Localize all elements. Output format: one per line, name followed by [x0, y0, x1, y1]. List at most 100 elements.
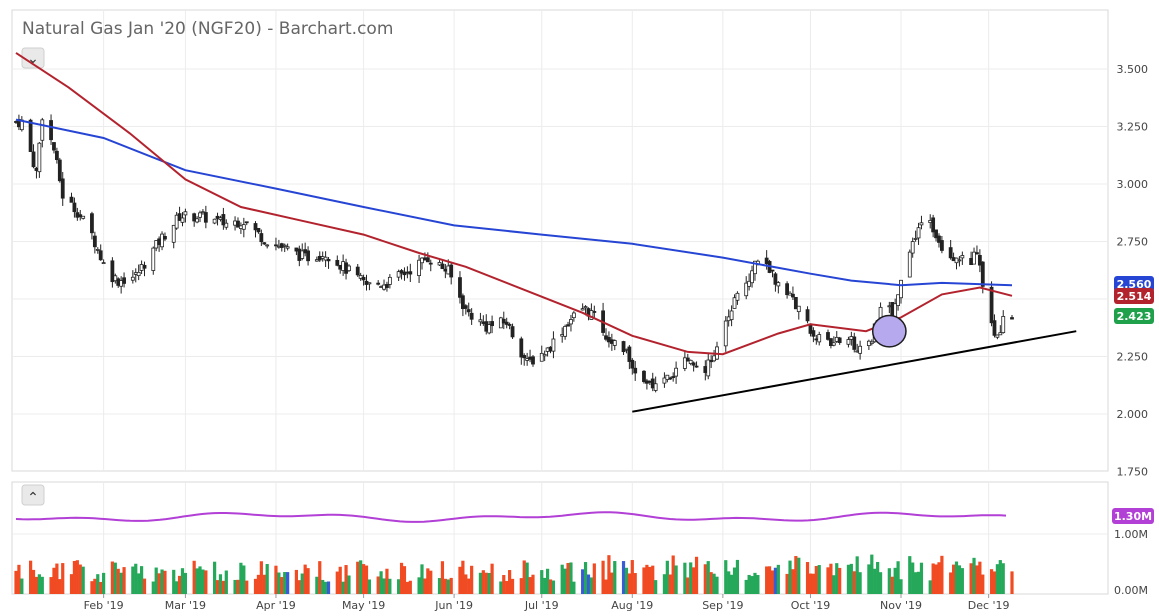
volume-bar [274, 565, 278, 594]
candle-body [420, 257, 424, 264]
volume-bar [995, 564, 999, 594]
volume-bar [1010, 571, 1014, 594]
highlight-ellipse [871, 314, 907, 348]
candle-body [326, 259, 331, 262]
volume-bar [154, 567, 158, 594]
volume-bar [81, 566, 85, 594]
candle-body [899, 279, 903, 299]
volume-bar [765, 566, 769, 594]
volume-bar [338, 566, 342, 594]
volume-bar [531, 574, 535, 594]
candle-body [957, 259, 962, 262]
volume-bar [467, 578, 471, 594]
volume-bar [20, 578, 24, 594]
volume-bar [899, 579, 903, 594]
volume-bar [239, 562, 243, 594]
volume-average-value: 1.30M [1114, 510, 1152, 523]
volume-bar [490, 563, 494, 594]
volume-bar [52, 567, 56, 594]
candle-body [764, 257, 769, 265]
volume-bar [651, 565, 655, 594]
candle-body [633, 367, 638, 374]
volume-bar [750, 576, 754, 594]
collapse-volume-panel-button[interactable]: ⌃ [21, 484, 45, 506]
candle-body [31, 151, 36, 168]
candle-body [417, 259, 421, 277]
candle-body [674, 367, 679, 377]
candle-body [361, 277, 366, 281]
volume-bar [224, 570, 228, 594]
candle-body [671, 376, 676, 378]
volume-bar [887, 568, 891, 594]
volume-bar [318, 561, 322, 594]
candle-body [972, 251, 976, 265]
candle-body [274, 244, 278, 247]
volume-bar [315, 576, 319, 594]
volume-bar [686, 577, 690, 594]
volume-bar [732, 567, 737, 594]
candle-body [563, 326, 568, 337]
volume-bar [545, 568, 550, 594]
candle-body [580, 308, 585, 311]
time-axis: Feb '19 Mar '19 Apr '19 May '19 Jun '19 Jul '… [84, 594, 1010, 612]
volume-bar [981, 574, 985, 594]
volume-bar [893, 567, 897, 594]
chevron-up-icon: ⌃ [27, 490, 39, 506]
candle-body [907, 251, 912, 278]
candle-body [60, 178, 65, 199]
candle-body [960, 255, 965, 259]
volume-bar [674, 565, 678, 594]
x-tick-label: Dec '19 [968, 599, 1010, 612]
volume-bar [992, 571, 997, 594]
candle-body [776, 282, 781, 287]
volume-bar [242, 565, 246, 594]
candle-body [630, 359, 635, 369]
candle-body [113, 275, 118, 282]
candle-body [682, 357, 687, 369]
candle-body [282, 244, 287, 247]
candle-body [490, 321, 494, 327]
volume-bar [283, 572, 287, 594]
volume-bar [969, 563, 973, 594]
candle-body [221, 214, 226, 226]
candle-body [858, 345, 863, 354]
volume-bar [221, 580, 225, 594]
volume-bar [989, 569, 994, 594]
candle-body [811, 330, 816, 337]
volume-bar [29, 560, 33, 594]
volume-bar [113, 562, 117, 594]
volume-bar [14, 570, 18, 594]
volume-bar [505, 580, 509, 594]
volume-bar [563, 568, 567, 594]
volume-bar [201, 569, 205, 594]
volume-bar [662, 574, 667, 594]
candle-body [198, 212, 202, 218]
volume-bar [157, 573, 161, 594]
volume-bar [794, 556, 798, 594]
candle-body [653, 383, 658, 391]
candle-body [110, 260, 115, 283]
volume-bar [949, 572, 953, 594]
volume-bar [385, 568, 389, 594]
volume-bar [487, 572, 491, 594]
volume-bar [356, 561, 360, 594]
candle-body [995, 334, 1000, 338]
volume-bar [849, 563, 853, 594]
volume-bar [49, 577, 53, 594]
volume-bar [890, 576, 894, 594]
volume-bar [876, 561, 880, 594]
y-tick-label: 1.750 [1117, 466, 1149, 479]
volume-bar [213, 561, 217, 594]
candle-body [78, 214, 83, 218]
volume-bar [142, 578, 147, 594]
candle-body [744, 282, 749, 297]
candle-body [130, 276, 135, 281]
volume-bar [294, 569, 298, 594]
volume-bar [569, 562, 573, 594]
volume-bar [75, 560, 79, 594]
volume-bar [540, 570, 544, 594]
candle-body [688, 359, 693, 364]
volume-bar [180, 568, 185, 594]
volume-bar [183, 572, 188, 594]
